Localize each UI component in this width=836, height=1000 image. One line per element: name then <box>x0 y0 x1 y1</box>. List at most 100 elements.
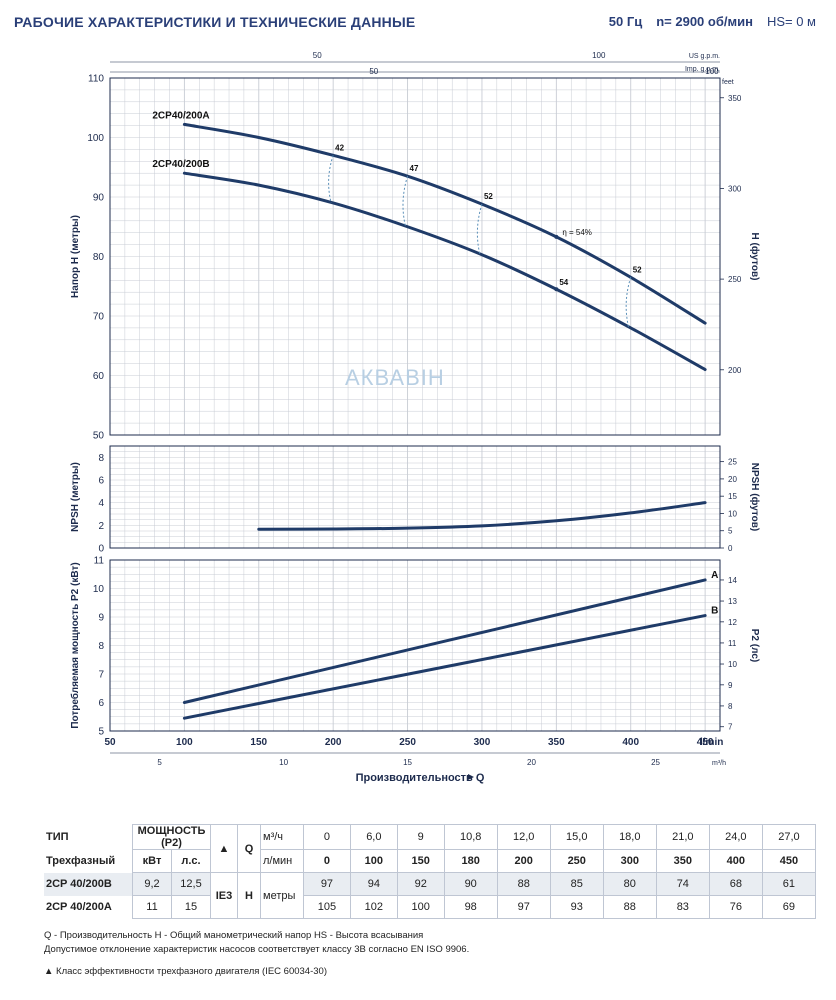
m3h-cell: 18,0 <box>602 824 657 850</box>
h-cell: 97 <box>496 895 551 919</box>
h-cell: 100 <box>396 895 445 919</box>
impgpm-tick: 100 <box>705 67 719 76</box>
x-tick-label: 300 <box>474 737 491 748</box>
th-kw: кВт <box>132 849 172 873</box>
feet-unit: feet <box>722 79 734 86</box>
efficiency-dot <box>554 234 559 239</box>
footer-tolerance: Допустимое отклонение характеристик насо… <box>44 944 470 955</box>
footer-legend: Q - Производительность H - Общий маномет… <box>44 930 424 941</box>
m3h-unit: m³/h <box>712 760 726 767</box>
series-label: B <box>711 606 718 617</box>
x-axis-label: Производительность Q <box>356 772 485 784</box>
th-unit-m3h: м³/ч <box>260 824 304 850</box>
series-label: 2CP40/200B <box>152 159 209 170</box>
right-tick-label: 25 <box>728 458 737 467</box>
right-tick-label: 9 <box>728 681 733 690</box>
th-q: Q <box>237 824 261 873</box>
lmin-cell: 100 <box>349 849 398 873</box>
row-type: 2CP 40/200A <box>46 901 112 913</box>
row-kw: 9,2 <box>132 872 172 896</box>
right-tick-label: 0 <box>728 544 733 553</box>
h-cell: 83 <box>655 895 710 919</box>
impgpm-unit: Imp. g.p.m. <box>685 66 720 73</box>
freq-label: 50 Гц <box>608 14 643 29</box>
hs-label: HS= 0 м <box>766 14 816 29</box>
efficiency-label: 47 <box>410 164 419 173</box>
h-cell: 80 <box>602 872 657 896</box>
right-tick-label: 7 <box>728 723 733 732</box>
efficiency-iso-line <box>476 203 483 255</box>
x-tick-label: 150 <box>250 737 267 748</box>
usgpm-tick: 50 <box>313 51 322 60</box>
m3h-tick: 15 <box>403 758 412 767</box>
lmin-cell: 0 <box>303 849 351 873</box>
row-kw: 11 <box>132 895 172 919</box>
y-axis-label-right: NPSH (футов) <box>749 463 761 532</box>
y-axis-label: Потребляемая мощность P2 (кВт) <box>69 562 81 728</box>
right-tick-label: 5 <box>728 527 733 536</box>
y-tick-label: 110 <box>88 74 104 85</box>
lmin-cell: 200 <box>496 849 551 873</box>
y-axis-label-right: P2 (лс) <box>749 629 760 662</box>
row-type: 2CP 40/200B <box>44 872 133 896</box>
y-axis-label: Напор H (метры) <box>70 215 81 298</box>
h-cell: 102 <box>349 895 398 919</box>
series-label: 2CP40/200A <box>152 110 209 121</box>
x-tick-label: 50 <box>104 737 116 748</box>
x-tick-label: 400 <box>622 737 639 748</box>
x-tick-label: 250 <box>399 737 416 748</box>
m3h-cell: 6,0 <box>349 824 398 850</box>
y-axis-label: NPSH (метры) <box>70 462 81 532</box>
efficiency-label: η = 54% <box>562 228 592 237</box>
h-cell: 94 <box>349 872 398 896</box>
y-tick-label: 50 <box>93 431 105 442</box>
m3h-tick: 20 <box>527 758 536 767</box>
h-cell: 97 <box>303 872 351 896</box>
efficiency-iso-line <box>402 176 409 227</box>
h-cell: 92 <box>396 872 445 896</box>
y-tick-label: 9 <box>98 613 104 624</box>
right-tick-label: 15 <box>728 492 737 501</box>
usgpm-tick: 100 <box>592 51 606 60</box>
y-tick-label: 90 <box>93 193 105 204</box>
h-label: H <box>237 872 261 919</box>
right-tick-label: 12 <box>728 618 737 627</box>
impgpm-tick: 50 <box>369 67 378 76</box>
m3h-cell: 15,0 <box>549 824 604 850</box>
h-cell: 88 <box>496 872 551 896</box>
y-tick-label: 4 <box>98 498 104 509</box>
x-tick-label: 100 <box>176 737 193 748</box>
m3h-cell: 12,0 <box>496 824 551 850</box>
h-unit: метры <box>260 872 304 919</box>
h-cell: 88 <box>602 895 657 919</box>
m3h-cell: 10,8 <box>443 824 498 850</box>
right-tick-label: 10 <box>728 509 737 518</box>
plot-frame <box>109 77 721 436</box>
th-unit-lmin: л/мин <box>260 849 304 873</box>
h-cell: 69 <box>761 895 817 919</box>
right-tick-label: 11 <box>728 639 737 648</box>
h-cell: 74 <box>655 872 710 896</box>
header-specs: 50 Гц n= 2900 об/мин HS= 0 м <box>609 14 816 29</box>
x-tick-label: 350 <box>548 737 565 748</box>
table-row: 2CP 40/200A 11 15 105 102 100 98 97 93 8… <box>44 895 817 919</box>
ie-class: IE3 <box>210 872 238 919</box>
lmin-cell: 450 <box>761 849 817 873</box>
series-line <box>257 501 707 531</box>
y-tick-label: 6 <box>98 698 104 709</box>
right-tick-label: 10 <box>728 660 737 669</box>
y-tick-label: 7 <box>98 670 104 681</box>
h-cell: 76 <box>708 895 763 919</box>
m3h-tick: 10 <box>279 758 288 767</box>
y-tick-label: 80 <box>93 252 105 263</box>
th-phase: Трехфазный <box>46 855 116 867</box>
row-hp: 15 <box>171 895 211 919</box>
x-unit: l/min <box>700 737 723 748</box>
lmin-cell: 400 <box>708 849 763 873</box>
efficiency-label: 42 <box>335 143 344 152</box>
efficiency-iso-line <box>328 155 334 204</box>
efficiency-iso-line <box>625 277 632 329</box>
data-table: ТИП МОЩНОСТЬ (P2) ▲ Q м³/ч 0 6,0 9 10,8 … <box>44 824 817 919</box>
m3h-tick: 5 <box>157 758 162 767</box>
y-tick-label: 6 <box>98 476 104 487</box>
